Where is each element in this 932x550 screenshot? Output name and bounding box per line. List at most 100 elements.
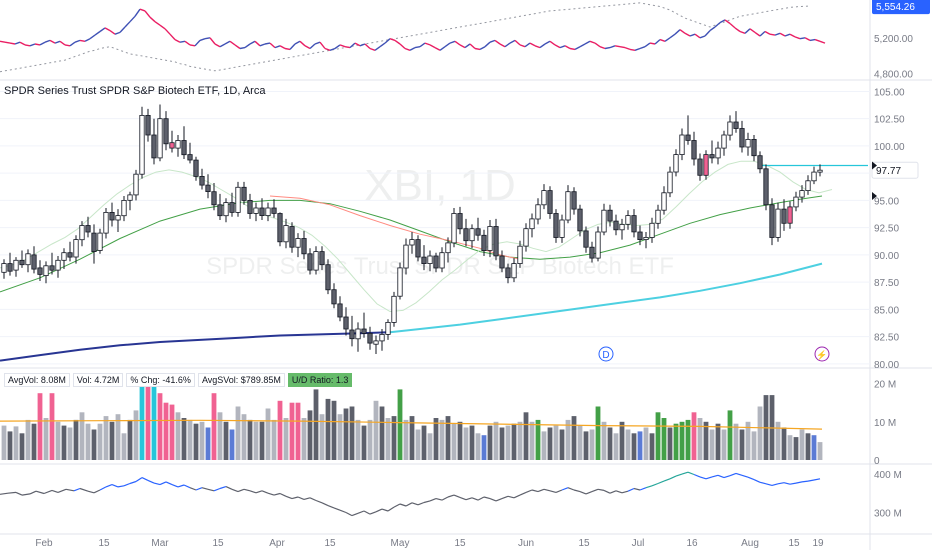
- rs-line-segment: [564, 45, 571, 50]
- volume-bar: [145, 383, 151, 460]
- rs-line-segment: [344, 46, 351, 49]
- candle-body: [343, 316, 349, 330]
- rs-line-segment: [529, 42, 536, 47]
- rs-line-segment: [694, 33, 701, 39]
- volume-bar: [661, 418, 667, 460]
- rs-line-segment: [699, 35, 706, 39]
- rs-line-segment: [219, 43, 226, 48]
- rs-line-segment: [649, 42, 656, 45]
- candle-body: [25, 253, 31, 266]
- candle-body: [517, 245, 523, 264]
- volume-bar: [85, 423, 91, 460]
- volume-bar: [403, 419, 409, 460]
- rs-line-segment: [814, 38, 821, 42]
- rs-line-segment: [494, 39, 501, 45]
- rs-line-segment: [74, 39, 81, 43]
- sma200-line-late: [389, 262, 823, 334]
- candle-body: [7, 263, 13, 272]
- volume-bar: [331, 400, 337, 460]
- ud-line-segment: [333, 507, 341, 511]
- volume-bar: [139, 377, 145, 460]
- volume-bar: [493, 421, 499, 460]
- volume-bar: [715, 423, 721, 460]
- candle-body: [199, 175, 205, 186]
- ud-line-segment: [549, 490, 557, 493]
- volume-bar: [553, 425, 559, 460]
- candle-body: [37, 267, 43, 275]
- chart-title: SPDR Series Trust SPDR S&P Biotech ETF, …: [4, 85, 266, 97]
- ud-line-segment: [747, 476, 755, 481]
- ud-line-segment: [489, 498, 497, 502]
- rs-line-segment: [464, 43, 471, 49]
- candle-body: [397, 267, 403, 297]
- candle-body: [469, 228, 475, 242]
- volume-bar: [127, 419, 133, 460]
- volume-bar: [727, 410, 733, 460]
- rs-line-segment: [569, 47, 576, 51]
- volume-axis-tick-label: 20 M: [874, 380, 896, 391]
- volume-bar: [253, 421, 259, 460]
- candle-body: [619, 223, 625, 231]
- candle-body: [61, 252, 67, 261]
- rs-line-segment: [84, 38, 91, 42]
- candle-body: [445, 242, 451, 254]
- stat-ud-ratio: U/D Ratio: 1.3: [287, 373, 353, 387]
- volume-bar: [745, 421, 751, 460]
- volume-bar: [235, 406, 241, 460]
- volume-bar: [787, 435, 793, 460]
- ud-line-segment: [51, 489, 59, 493]
- rs-line-segment: [419, 42, 426, 48]
- volume-bar: [697, 418, 703, 460]
- time-axis-label: Mar: [151, 538, 169, 549]
- candle-body: [325, 264, 331, 291]
- rs-line-segment: [349, 42, 356, 49]
- candle-body: [97, 232, 103, 251]
- volume-bar: [397, 389, 403, 460]
- ud-line-segment: [243, 488, 251, 492]
- ud-line-segment: [207, 488, 215, 492]
- volume-bar: [625, 429, 631, 460]
- price-axis-tick-label: 82.50: [874, 333, 899, 344]
- candle-body: [217, 204, 223, 217]
- volume-bar: [73, 419, 79, 460]
- ud-axis-tick-label: 300 M: [874, 509, 902, 520]
- volume-bar: [79, 412, 85, 460]
- candle-body: [493, 226, 499, 257]
- rs-line-segment: [29, 43, 36, 47]
- candle-body: [787, 206, 793, 224]
- rs-line-segment: [249, 40, 256, 45]
- volume-bar: [343, 408, 349, 460]
- rs-line-segment: [729, 22, 736, 29]
- candle-body: [793, 196, 799, 208]
- candle-body: [535, 204, 541, 220]
- ud-line-segment: [255, 490, 263, 494]
- ud-line-segment: [735, 472, 743, 476]
- candle-body: [511, 263, 517, 279]
- candle-body: [379, 333, 385, 342]
- volume-bar: [559, 429, 565, 460]
- candle-body: [55, 259, 61, 271]
- volume-bar: [799, 429, 805, 460]
- dividend-marker-label: D: [602, 350, 609, 361]
- ud-line-segment: [753, 479, 761, 483]
- rs-line-segment: [679, 29, 686, 34]
- candle-body: [649, 222, 655, 238]
- volume-bar: [463, 427, 469, 460]
- ud-line-segment: [213, 487, 221, 492]
- price-axis-tick-label: 87.50: [874, 278, 899, 289]
- rs-line-segment: [194, 39, 201, 47]
- candle-body: [79, 225, 85, 241]
- candle-body: [283, 225, 289, 243]
- rs-line-segment: [359, 43, 366, 47]
- ud-line-segment: [723, 475, 731, 479]
- rs-line-segment: [259, 43, 266, 47]
- candle-body: [73, 239, 79, 258]
- rs-line-segment: [634, 47, 641, 51]
- volume-bar: [247, 419, 253, 460]
- volume-bar: [421, 425, 427, 460]
- candle-body: [595, 231, 601, 259]
- rs-line-segment: [94, 30, 101, 36]
- ud-line-segment: [291, 496, 299, 500]
- rs-line-segment: [779, 32, 786, 37]
- ud-line-segment: [309, 497, 317, 502]
